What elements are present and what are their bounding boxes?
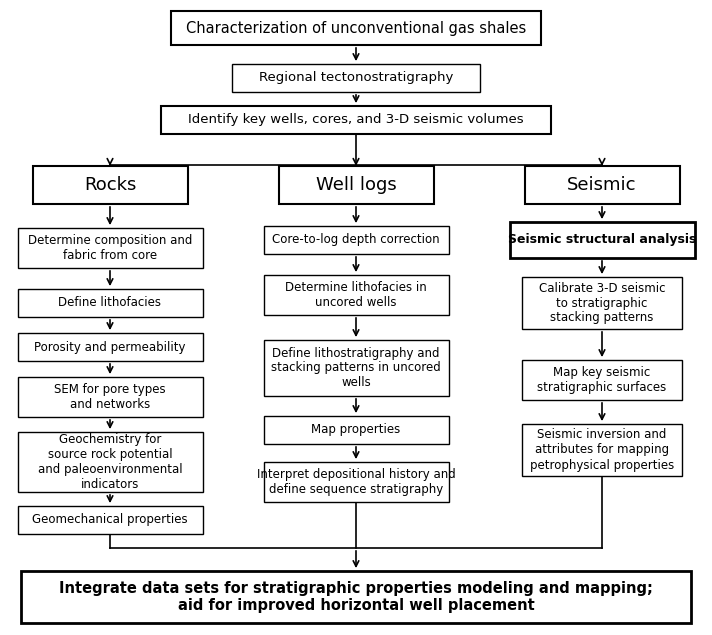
Text: Interpret depositional history and
define sequence stratigraphy: Interpret depositional history and defin… xyxy=(256,468,456,496)
Bar xyxy=(278,166,434,204)
Text: Integrate data sets for stratigraphic properties modeling and mapping;
aid for i: Integrate data sets for stratigraphic pr… xyxy=(59,581,653,613)
Bar xyxy=(522,424,682,476)
Text: Porosity and permeability: Porosity and permeability xyxy=(34,340,186,354)
Bar xyxy=(263,226,449,254)
Bar xyxy=(21,571,691,623)
Text: Characterization of unconventional gas shales: Characterization of unconventional gas s… xyxy=(186,20,526,36)
Bar xyxy=(263,275,449,315)
Bar xyxy=(18,333,202,361)
Bar xyxy=(232,64,480,92)
Text: Geochemistry for
source rock potential
and paleoenvironmental
indicators: Geochemistry for source rock potential a… xyxy=(38,433,182,491)
Bar xyxy=(263,462,449,502)
Text: Map properties: Map properties xyxy=(311,424,401,436)
Text: Define lithofacies: Define lithofacies xyxy=(58,297,162,309)
Bar xyxy=(263,416,449,444)
Text: SEM for pore types
and networks: SEM for pore types and networks xyxy=(54,383,166,411)
Bar xyxy=(33,166,187,204)
Text: Determine composition and
fabric from core: Determine composition and fabric from co… xyxy=(28,234,192,262)
Bar xyxy=(18,228,202,268)
Bar xyxy=(18,377,202,417)
Bar xyxy=(161,106,551,134)
Text: Seismic inversion and
attributes for mapping
petrophysical properties: Seismic inversion and attributes for map… xyxy=(530,429,674,472)
Text: Well logs: Well logs xyxy=(315,176,397,194)
Bar xyxy=(525,166,679,204)
Text: Determine lithofacies in
uncored wells: Determine lithofacies in uncored wells xyxy=(285,281,427,309)
Bar xyxy=(522,360,682,400)
Bar xyxy=(171,11,541,45)
Text: Geomechanical properties: Geomechanical properties xyxy=(32,514,188,526)
Text: Regional tectonostratigraphy: Regional tectonostratigraphy xyxy=(259,72,453,84)
Text: Identify key wells, cores, and 3-D seismic volumes: Identify key wells, cores, and 3-D seism… xyxy=(188,114,524,126)
Text: Seismic: Seismic xyxy=(567,176,637,194)
Bar xyxy=(522,277,682,329)
Text: Calibrate 3-D seismic
to stratigraphic
stacking patterns: Calibrate 3-D seismic to stratigraphic s… xyxy=(539,281,665,324)
Text: Seismic structural analysis: Seismic structural analysis xyxy=(508,234,696,246)
Text: Map key seismic
stratigraphic surfaces: Map key seismic stratigraphic surfaces xyxy=(538,366,666,394)
Bar xyxy=(18,506,202,534)
Text: Define lithostratigraphy and
stacking patterns in uncored
wells: Define lithostratigraphy and stacking pa… xyxy=(271,347,441,389)
Text: Rocks: Rocks xyxy=(84,176,136,194)
Text: Core-to-log depth correction: Core-to-log depth correction xyxy=(272,234,440,246)
Bar xyxy=(18,289,202,317)
Bar xyxy=(510,222,694,258)
Bar xyxy=(263,340,449,396)
Bar xyxy=(18,432,202,492)
